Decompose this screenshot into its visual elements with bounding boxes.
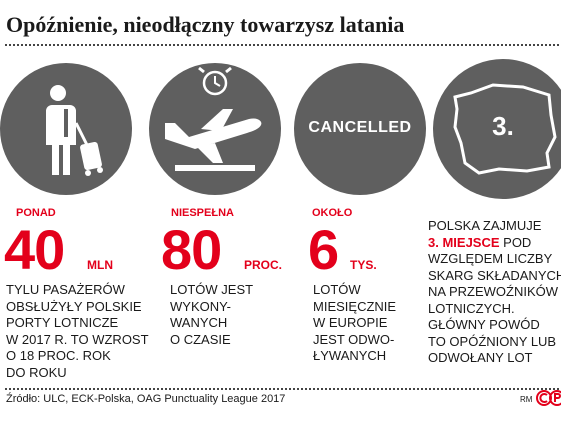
stat2-value: 80 <box>161 218 222 281</box>
ranking-line: GŁÓWNY POWÓD <box>428 317 540 332</box>
bottom-divider <box>5 388 561 390</box>
stat1-unit: MLN <box>87 258 113 272</box>
airplane-takeoff-icon <box>165 109 262 171</box>
ranking-number: 3. <box>492 111 514 141</box>
desc-line: WANYCH <box>170 315 228 330</box>
copyright-logo-icon <box>536 390 561 406</box>
desc-line: O CZASIE <box>170 331 231 347</box>
traveler-with-suitcase-icon <box>46 85 103 176</box>
stat3-lead: OKOŁO <box>312 207 353 219</box>
stat3-unit: TYS. <box>350 258 377 272</box>
stat2-description: LOTÓW JEST WYKONY- WANYCH O CZASIE <box>170 282 280 348</box>
cancelled-circle: CANCELLED <box>294 63 426 195</box>
stat1-description: TYLU PASAŻERÓW OBSŁUŻYŁY POLSKIE PORTY L… <box>6 282 156 381</box>
stat1-lead: PONAD <box>16 207 56 219</box>
desc-line: OBSŁUŻYŁY POLSKIE <box>6 298 142 314</box>
desc-line: LOTÓW <box>313 282 361 297</box>
desc-line: WYKONY- <box>170 298 231 314</box>
ranking-line: POD <box>499 234 532 250</box>
desc-line: LOTÓW JEST <box>170 282 254 297</box>
ranking-highlight: 3. MIEJSCE <box>428 234 500 250</box>
ranking-line: NA PRZEWOŹNIKÓW <box>428 284 558 299</box>
page-title: Opóźnienie, nieodłączny towarzysz latani… <box>6 12 405 37</box>
desc-line: W 2017 R. TO WZROST <box>6 331 149 347</box>
desc-line: MIESIĘCZNIE <box>313 298 397 314</box>
poland-map-icon: 3. <box>453 83 557 175</box>
stat3-value: 6 <box>308 218 339 281</box>
ranking-circle: 3. <box>433 59 561 199</box>
desc-line: DO ROKU <box>6 364 67 380</box>
ranking-line-highlight-row: 3. MIEJSCE POD <box>428 235 561 252</box>
ranking-line: ODWOŁANY LOT <box>428 350 533 365</box>
stat1-value: 40 <box>4 218 65 281</box>
desc-line: JEST ODWO- <box>313 331 395 347</box>
top-divider <box>5 44 561 46</box>
alarm-clock-icon <box>198 66 232 96</box>
ranking-line: POLSKA ZAJMUJE <box>428 218 542 233</box>
ranking-line: SKARG SKŁADANYCH <box>428 267 561 283</box>
stat2-lead: NIESPEŁNA <box>171 207 234 219</box>
airplane-circle <box>149 63 281 195</box>
cancelled-label: CANCELLED <box>308 119 412 136</box>
passenger-circle <box>0 63 132 195</box>
ranking-line: LOTNICZYCH. <box>428 300 515 316</box>
desc-line: ŁYWANYCH <box>313 348 387 363</box>
desc-line: TYLU PASAŻERÓW <box>6 282 125 297</box>
stat2-unit: PROC. <box>244 258 283 272</box>
ranking-line: WZGLĘDEM LICZBY <box>428 251 553 266</box>
author-credit: RM <box>520 395 533 404</box>
ranking-description: POLSKA ZAJMUJE 3. MIEJSCE POD WZGLĘDEM L… <box>428 218 561 367</box>
desc-line: O 18 PROC. ROK <box>6 348 111 363</box>
desc-line: PORTY LOTNICZE <box>6 315 119 330</box>
desc-line: W EUROPIE <box>313 315 388 330</box>
stat3-description: LOTÓW MIESIĘCZNIE W EUROPIE JEST ODWO- Ł… <box>313 282 423 365</box>
ranking-line: TO OPÓŹNIONY LUB <box>428 333 557 349</box>
source-note: Źródło: ULC, ECK-Polska, OAG Punctuality… <box>6 393 286 405</box>
